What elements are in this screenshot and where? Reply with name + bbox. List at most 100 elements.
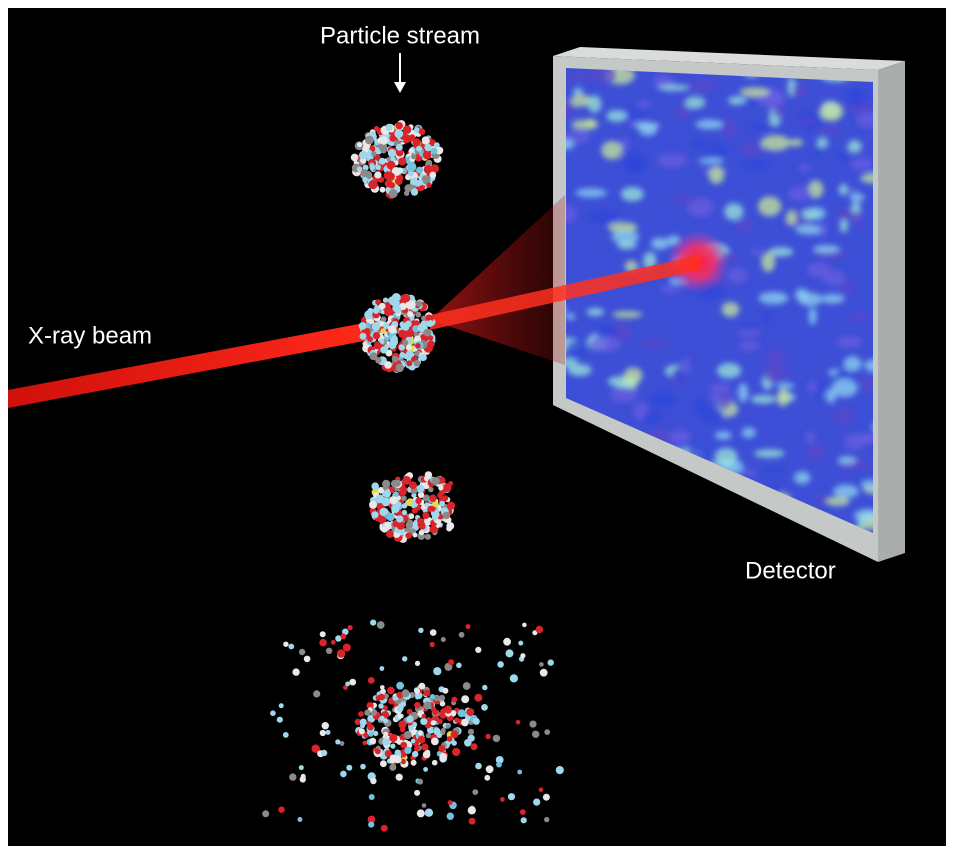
atom xyxy=(301,774,306,779)
atom xyxy=(381,825,388,832)
atom xyxy=(431,738,439,746)
atom xyxy=(452,740,457,745)
atom xyxy=(421,321,426,326)
atom xyxy=(326,648,332,654)
atom xyxy=(433,709,439,715)
speckle xyxy=(794,471,811,484)
atom xyxy=(473,718,480,725)
speckle xyxy=(836,209,855,220)
atom xyxy=(414,702,420,708)
speckle xyxy=(822,270,845,285)
speckle xyxy=(843,356,861,371)
atom xyxy=(440,753,448,761)
speckle xyxy=(759,292,789,304)
atom xyxy=(406,360,412,366)
atom xyxy=(423,151,432,160)
atom xyxy=(458,709,466,717)
speckle xyxy=(657,153,688,167)
speckle xyxy=(786,210,797,225)
atom xyxy=(437,733,442,738)
speckle xyxy=(685,96,706,108)
atom xyxy=(424,502,429,507)
speckle xyxy=(840,218,848,233)
atom xyxy=(407,709,413,715)
particle-stream-label: Particle stream xyxy=(320,22,480,49)
atom xyxy=(430,642,435,647)
atom xyxy=(277,717,283,723)
atom xyxy=(394,129,403,138)
atom xyxy=(441,637,446,642)
atom xyxy=(369,164,375,170)
speckle xyxy=(840,282,853,294)
speckle xyxy=(715,431,732,439)
atom xyxy=(440,701,446,707)
speckle xyxy=(587,308,604,316)
speckle xyxy=(837,336,862,348)
speckle xyxy=(590,336,621,352)
speckle xyxy=(727,268,747,283)
atom xyxy=(283,642,288,647)
atom xyxy=(412,138,420,146)
speckle xyxy=(721,119,737,138)
atom xyxy=(382,738,390,746)
speckle xyxy=(627,160,644,175)
atom xyxy=(409,148,414,153)
atom xyxy=(425,534,431,540)
atom xyxy=(407,162,416,171)
atom xyxy=(375,748,381,754)
atom xyxy=(423,701,431,709)
atom xyxy=(391,504,400,513)
speckle xyxy=(716,393,731,410)
speckle xyxy=(809,307,817,325)
atom xyxy=(383,718,388,723)
atom xyxy=(475,647,481,653)
atom xyxy=(371,482,379,490)
speckle xyxy=(813,245,840,254)
speckle xyxy=(795,288,808,300)
atom xyxy=(430,694,435,699)
atom xyxy=(456,663,462,669)
atom xyxy=(439,695,445,701)
atom xyxy=(383,732,388,737)
atom xyxy=(422,803,427,808)
atom xyxy=(389,182,395,188)
atom xyxy=(359,728,365,734)
atom xyxy=(520,653,525,658)
atom xyxy=(544,729,550,735)
atom xyxy=(411,760,417,766)
speckle xyxy=(715,448,738,465)
speckle xyxy=(687,80,717,92)
atom xyxy=(396,144,403,151)
atom xyxy=(304,656,311,663)
atom xyxy=(371,151,376,156)
atom xyxy=(412,722,417,727)
atom xyxy=(521,817,527,823)
atom xyxy=(417,180,423,186)
speckle xyxy=(813,146,823,155)
speckle xyxy=(849,314,871,321)
atom xyxy=(419,683,426,690)
atom xyxy=(529,721,536,728)
speckle xyxy=(651,238,669,250)
atom xyxy=(297,817,302,822)
atom xyxy=(415,745,420,750)
atom xyxy=(425,809,433,817)
atom xyxy=(387,687,395,695)
speckle xyxy=(724,203,743,220)
atom xyxy=(399,489,406,496)
atom xyxy=(369,501,377,509)
speckle xyxy=(844,434,874,445)
atom xyxy=(447,502,455,510)
speckle xyxy=(588,95,602,113)
atom xyxy=(506,649,514,657)
atom xyxy=(466,624,471,629)
atom xyxy=(394,306,402,314)
atom xyxy=(402,340,408,346)
atom xyxy=(380,147,386,153)
atom xyxy=(399,352,405,358)
atom xyxy=(430,506,435,511)
atom xyxy=(484,775,490,781)
atom xyxy=(415,498,421,504)
atom xyxy=(403,125,411,133)
atom xyxy=(414,360,421,367)
